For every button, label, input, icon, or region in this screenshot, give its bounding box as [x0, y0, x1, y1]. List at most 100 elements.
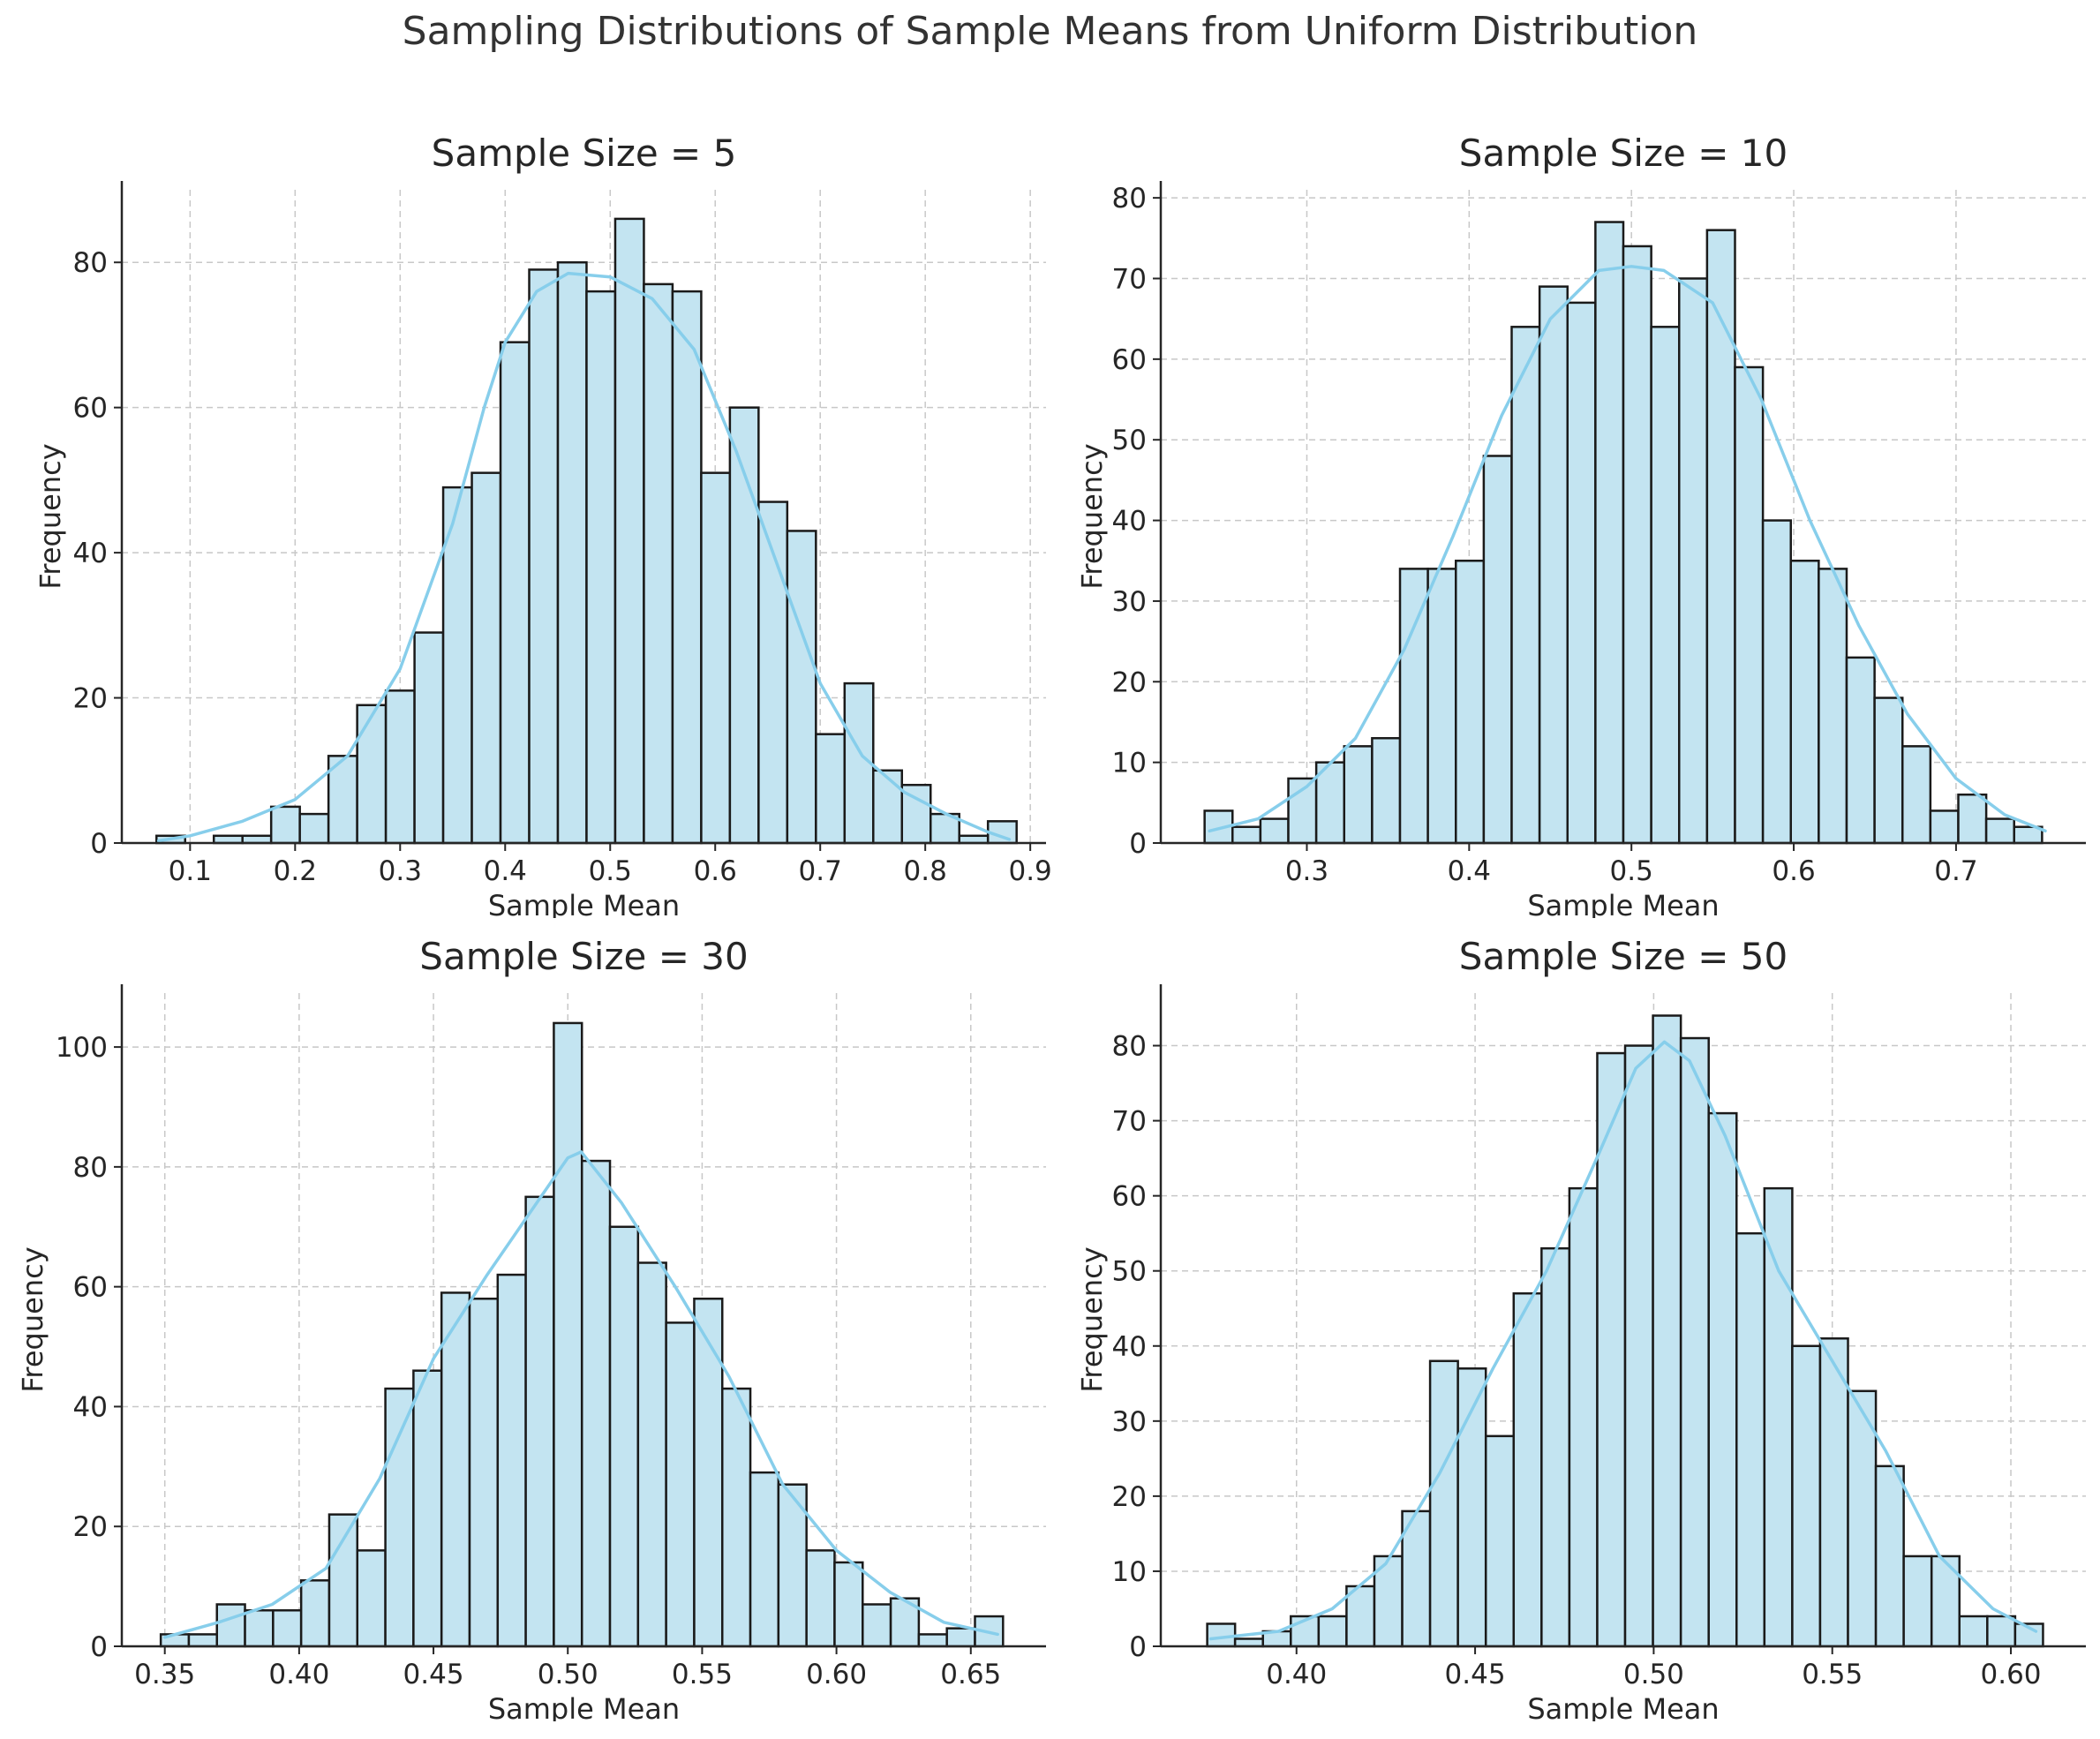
y-tick-label: 100	[56, 1032, 108, 1064]
histogram-bar	[862, 1603, 892, 1648]
histogram-bar	[1371, 736, 1402, 845]
histogram-bar	[945, 1627, 976, 1648]
x-tick-label: 0.65	[940, 1659, 1001, 1690]
histogram-bar	[1984, 817, 2015, 845]
histogram-bar	[1763, 1186, 1794, 1648]
histogram-bar	[1929, 809, 1960, 845]
histogram-bar	[499, 341, 531, 845]
histogram-bar	[1677, 277, 1709, 845]
y-tick-label: 50	[1112, 1256, 1147, 1288]
histogram-bar	[1566, 301, 1597, 845]
histogram-bar	[1623, 1044, 1654, 1648]
histogram-bar	[524, 1195, 555, 1648]
histogram-bar	[1568, 1186, 1599, 1648]
chart-panel-n5: Sample Size = 5 0.1 0.2 0.3 0.4 0.5 0.6 0.7 0.8 0…	[0, 124, 1050, 918]
x-tick-label: 0.3	[1285, 855, 1328, 887]
chart-panel-n10: Sample Size = 10 0.3 0.4 0.5 0.6 0.7 0 10 20 30 40…	[1042, 124, 2092, 918]
histogram-bar	[1901, 745, 1932, 845]
kde-curve	[162, 1150, 999, 1639]
y-tick-label: 0	[1129, 828, 1147, 860]
histogram-bar	[468, 1297, 500, 1648]
x-axis-label: Sample Mean	[1527, 889, 1719, 918]
histogram-bar	[1818, 1337, 1849, 1648]
kde-curve	[1208, 1040, 2038, 1641]
histogram-bar	[786, 530, 817, 845]
x-tick-label: 0.45	[403, 1659, 464, 1690]
y-tick-label: 80	[1112, 183, 1147, 215]
y-tick-label: 80	[1112, 1031, 1147, 1063]
histogram-bar	[244, 1609, 275, 1648]
histogram-bar	[298, 812, 330, 845]
histogram-bar	[384, 1387, 415, 1648]
histogram-bar	[269, 805, 301, 845]
x-tick-label: 0.7	[1934, 855, 1977, 887]
histogram-bar	[470, 471, 502, 845]
histogram-bars	[155, 217, 1018, 845]
x-tick-label: 0.50	[1623, 1659, 1684, 1690]
histogram-bar	[299, 1579, 331, 1648]
histogram-bar	[496, 1273, 527, 1648]
histogram-bar	[1958, 1615, 1989, 1648]
histogram-bar	[356, 704, 388, 845]
histogram-bar	[1317, 1615, 1348, 1648]
y-tick-label: 30	[1112, 1406, 1147, 1438]
y-axis-label: Frequency	[16, 1246, 49, 1392]
subplot-title: Sample Size = 30	[419, 935, 748, 978]
histogram-bar	[272, 1609, 303, 1648]
y-tick-label: 40	[73, 538, 108, 569]
histogram-bar	[665, 1321, 696, 1648]
histogram-bar	[700, 471, 732, 845]
x-tick-label: 0.3	[379, 855, 422, 887]
x-tick-label: 0.6	[694, 855, 737, 887]
histogram-bar	[384, 689, 416, 845]
histogram-bar	[613, 217, 645, 845]
histogram-bar	[1791, 1344, 1822, 1648]
histogram-bar	[553, 1021, 583, 1648]
histogram-bar	[1735, 1231, 1766, 1648]
chart-panel-n50: Sample Size = 50 0.40 0.45 0.50 0.55 0.60 0 10 2…	[1042, 927, 2092, 1721]
x-tick-label: 0.55	[672, 1659, 733, 1690]
x-tick-label: 0.4	[484, 855, 527, 887]
subplot-title: Sample Size = 10	[1459, 132, 1788, 175]
histogram-bar	[1845, 656, 1876, 845]
histogram-bar	[1428, 1359, 1459, 1648]
histogram-bar	[1957, 793, 1988, 845]
histogram-bar	[580, 1159, 612, 1648]
chart-n5-svg: Sample Size = 5 0.1 0.2 0.3 0.4 0.5 0.6 0.7 0.8 0…	[34, 132, 1050, 918]
histogram-bar	[1512, 1291, 1543, 1648]
subplot-title: Sample Size = 5	[432, 132, 737, 175]
y-tick-label: 40	[1112, 506, 1147, 538]
kde-curve	[156, 271, 1012, 843]
x-tick-label: 0.4	[1448, 855, 1491, 887]
histogram-bar	[1734, 365, 1765, 845]
x-tick-label: 0.40	[268, 1659, 329, 1690]
x-tick-label: 0.5	[1610, 855, 1653, 887]
x-tick-label: 0.55	[1802, 1659, 1863, 1690]
y-axis-label: Frequency	[1075, 443, 1109, 589]
y-tick-label: 20	[73, 1511, 108, 1543]
chart-n50-svg: Sample Size = 50 0.40 0.45 0.50 0.55 0.60 0 10 2…	[1075, 935, 2086, 1721]
histogram-bar	[413, 631, 445, 845]
histogram-bar	[1650, 326, 1681, 845]
histogram-bar	[1233, 1637, 1264, 1648]
histogram-bar	[1986, 1615, 2017, 1648]
x-tick-label: 0.45	[1445, 1659, 1506, 1690]
histogram-bar	[671, 290, 703, 845]
histogram-bar	[1622, 245, 1652, 845]
y-tick-label: 50	[1112, 425, 1147, 456]
x-axis-label: Sample Mean	[488, 889, 680, 918]
x-tick-label: 0.50	[538, 1659, 598, 1690]
histogram-bar	[815, 733, 847, 845]
x-tick-label: 0.8	[904, 855, 947, 887]
histogram-bar	[749, 1471, 780, 1648]
y-tick-label: 80	[73, 247, 108, 279]
x-tick-label: 0.2	[274, 855, 317, 887]
histogram-bar	[1679, 1036, 1710, 1648]
y-tick-label: 70	[1112, 263, 1147, 295]
y-tick-label: 80	[73, 1152, 108, 1184]
histogram-bar	[556, 260, 588, 845]
histogram-bar	[1455, 559, 1486, 845]
histogram-bar	[1652, 1014, 1682, 1648]
histogram-bar	[757, 501, 789, 845]
histogram-bar	[643, 282, 674, 845]
